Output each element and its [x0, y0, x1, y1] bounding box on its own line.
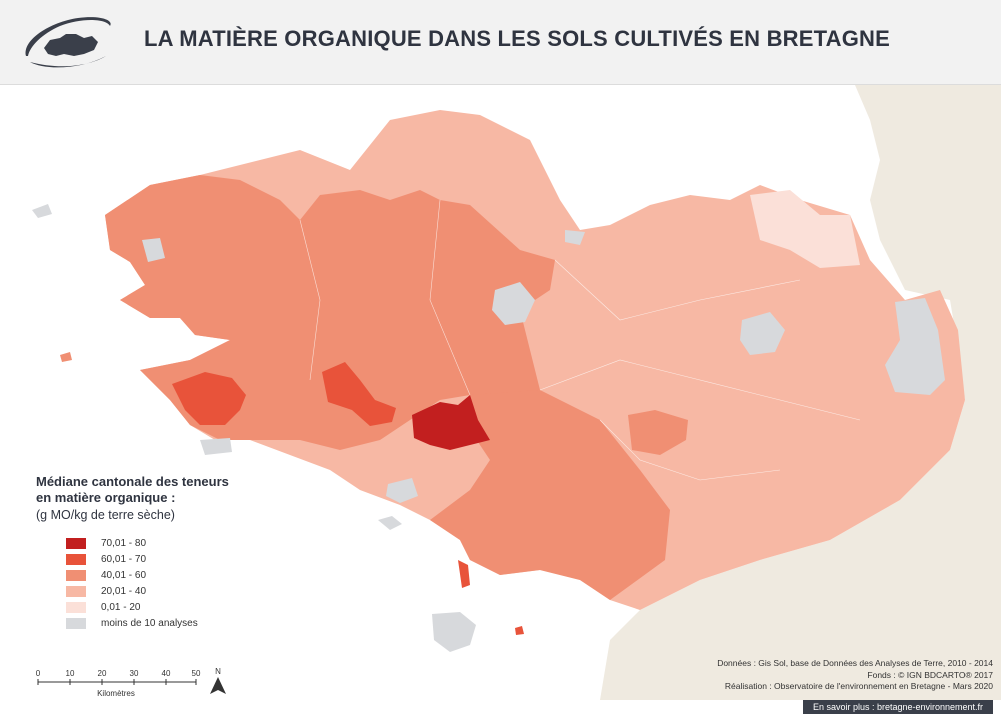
zone-60-70-west — [172, 372, 246, 425]
zone-0-20 — [750, 190, 860, 268]
zone-40-60-east — [628, 410, 688, 455]
legend-item: 60,01 - 70 — [36, 551, 296, 567]
islands — [60, 352, 524, 635]
zone-60-70-center — [322, 362, 396, 426]
scale-tick-0: 0 — [36, 669, 41, 678]
outside-land — [600, 85, 1001, 700]
zone-70-80 — [412, 395, 490, 450]
scale-unit: Kilomètres — [97, 689, 135, 698]
legend-swatch — [66, 617, 86, 629]
legend-title-line1: Médiane cantonale des teneurs — [36, 474, 229, 489]
legend-label: 0,01 - 20 — [101, 601, 141, 613]
legend-label: 60,01 - 70 — [101, 553, 147, 565]
legend-label: 70,01 - 80 — [101, 537, 147, 549]
legend-item: 20,01 - 40 — [36, 583, 296, 599]
footer: En savoir plus : bretagne-environnement.… — [0, 700, 1001, 716]
map — [32, 85, 1001, 700]
legend-label: 20,01 - 40 — [101, 585, 147, 597]
credits-data-source: Données : Gis Sol, base de Données des A… — [717, 658, 993, 668]
legend-swatch — [66, 553, 86, 565]
credits-author: Réalisation : Observatoire de l'environn… — [724, 681, 993, 691]
scale-tick-40: 40 — [162, 669, 171, 678]
scale-tick-50: 50 — [192, 669, 201, 678]
scale-line — [37, 679, 197, 685]
legend-items: 70,01 - 80 60,01 - 70 40,01 - 60 20,01 - 40… — [36, 535, 296, 631]
north-arrow-icon — [210, 677, 226, 694]
legend-swatch — [66, 537, 86, 549]
legend-swatch — [66, 601, 86, 613]
legend-item: 40,01 - 60 — [36, 567, 296, 583]
header: LA MATIÈRE ORGANIQUE DANS LES SOLS CULTI… — [0, 0, 1001, 85]
legend-label: 40,01 - 60 — [101, 569, 147, 581]
north-label: N — [215, 667, 221, 676]
scale-tick-30: 30 — [130, 669, 139, 678]
zone-40-60-south — [430, 390, 670, 600]
no-data-zones — [32, 204, 945, 652]
credits-basemap: Fonds : © IGN BDCARTO® 2017 — [867, 669, 993, 680]
legend-label: moins de 10 analyses — [101, 617, 198, 629]
legend-title-line2: en matière organique : — [36, 490, 176, 505]
page-title: LA MATIÈRE ORGANIQUE DANS LES SOLS CULTI… — [144, 26, 891, 51]
legend-item: moins de 10 analyses — [36, 615, 296, 631]
legend-swatch — [66, 569, 86, 581]
legend-subtitle: (g MO/kg de terre sèche) — [36, 508, 175, 522]
canton-borders — [299, 199, 861, 481]
legend: Médiane cantonale des teneurs en matière… — [36, 474, 296, 631]
credits: Données : Gis Sol, base de Données des A… — [717, 658, 993, 693]
scale-tick-10: 10 — [66, 669, 75, 678]
scale-bar: 0 10 20 30 40 50 Kilomètres N — [36, 667, 226, 698]
scale-tick-20: 20 — [98, 669, 107, 678]
zone-60-70-south — [458, 560, 470, 588]
more-info-link[interactable]: En savoir plus : bretagne-environnement.… — [803, 700, 993, 714]
brittany-logo-icon — [25, 17, 111, 68]
legend-swatch — [66, 585, 86, 597]
legend-item: 70,01 - 80 — [36, 535, 296, 551]
legend-item: 0,01 - 20 — [36, 599, 296, 615]
